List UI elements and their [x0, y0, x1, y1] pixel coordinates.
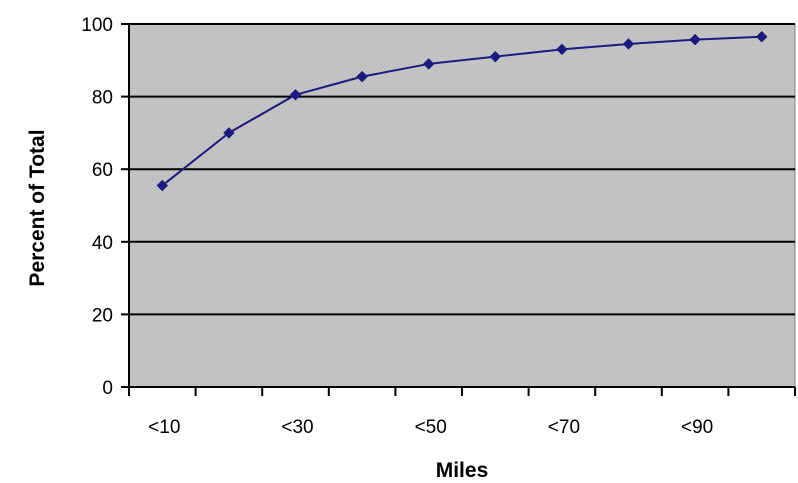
data-point-4	[422, 58, 435, 70]
series-layer	[156, 30, 768, 192]
y-tick-label-60: 60	[92, 160, 113, 181]
y-tick-label-80: 80	[92, 88, 113, 109]
y-tick-label-40: 40	[92, 233, 113, 254]
data-point-6	[556, 43, 568, 56]
tick-labels: 0 20 40 60 80 100 <10 <30 <50 <70 <90	[81, 15, 713, 438]
x-tick-label-6: <70	[548, 417, 580, 438]
y-tick-label-20: 20	[92, 305, 113, 326]
y-tick-label-0: 0	[102, 378, 113, 399]
data-point-3	[356, 70, 368, 83]
plot-area	[128, 23, 796, 388]
data-point-1	[223, 127, 235, 139]
x-axis-title: Miles	[436, 459, 489, 482]
x-tick-label-2: <30	[281, 417, 313, 438]
y-axis-title: Percent of Total	[26, 129, 49, 286]
y-tick-label-100: 100	[81, 15, 113, 36]
data-point-7	[622, 38, 635, 50]
data-point-9	[755, 30, 768, 43]
data-point-8	[689, 33, 701, 46]
axes	[121, 23, 796, 396]
data-point-2	[289, 89, 302, 101]
data-point-0	[156, 179, 169, 192]
gridlines	[129, 23, 795, 316]
series-line-0	[161, 35, 762, 187]
data-point-5	[489, 50, 502, 63]
x-tick-label-4: <50	[415, 417, 447, 438]
x-tick-label-8: <90	[681, 417, 713, 438]
x-tick-label-0: <10	[148, 417, 180, 438]
